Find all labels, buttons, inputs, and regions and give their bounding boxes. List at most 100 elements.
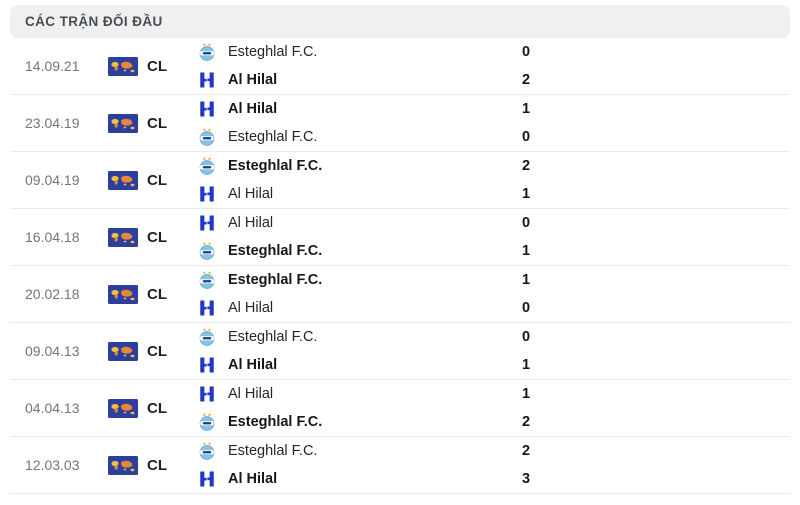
afc-champions-league-flag-icon [108, 398, 138, 418]
team-score: 2 [522, 72, 531, 88]
esteghlal-logo-icon [198, 128, 216, 146]
teams: Al Hilal 1 [198, 95, 790, 151]
team-name: Al Hilal [228, 357, 278, 373]
team-name: Al Hilal [228, 101, 278, 117]
match-date: 04.04.13 [25, 400, 80, 416]
match-date: 14.09.21 [25, 58, 80, 74]
competition: CL [108, 341, 198, 361]
team-name: Esteghlal F.C. [228, 272, 323, 288]
team-name: Al Hilal [228, 386, 274, 402]
match-row[interactable]: 20.02.18 CL [10, 266, 790, 323]
team-line-home: Esteghlal F.C. 2 [198, 152, 790, 180]
match-row[interactable]: 09.04.19 CL [10, 152, 790, 209]
afc-champions-league-flag-icon [108, 341, 138, 361]
team-score: 1 [522, 357, 531, 373]
competition: CL [108, 113, 198, 133]
teams: Al Hilal 1 [198, 380, 790, 436]
team-line-away: Al Hilal 1 [198, 351, 790, 379]
competition: CL [108, 284, 198, 304]
match-row[interactable]: 23.04.19 CL [10, 95, 790, 152]
team-line-away: Al Hilal 2 [198, 66, 790, 94]
team-line-home: Esteghlal F.C. 2 [198, 437, 790, 465]
match-date: 20.02.18 [25, 286, 80, 302]
afc-champions-league-flag-icon [108, 113, 138, 133]
team-name: Al Hilal [228, 186, 274, 202]
esteghlal-logo-icon [198, 413, 216, 431]
al-hilal-logo-icon [198, 385, 216, 403]
match-row[interactable]: 04.04.13 CL [10, 380, 790, 437]
competition-label: CL [147, 114, 167, 132]
match-list: 14.09.21 CL [10, 38, 790, 494]
afc-champions-league-flag-icon [108, 227, 138, 247]
teams: Esteghlal F.C. 2 [198, 437, 790, 493]
team-line-home: Esteghlal F.C. 1 [198, 266, 790, 294]
afc-champions-league-flag-icon [108, 455, 138, 475]
team-score: 1 [522, 386, 531, 402]
match-date: 09.04.19 [25, 172, 80, 188]
teams: Esteghlal F.C. 0 [198, 38, 790, 94]
match-row[interactable]: 16.04.18 CL [10, 209, 790, 266]
match-date: 12.03.03 [25, 457, 80, 473]
match-date: 09.04.13 [25, 343, 80, 359]
team-score: 2 [522, 443, 531, 459]
al-hilal-logo-icon [198, 71, 216, 89]
competition-label: CL [147, 399, 167, 417]
al-hilal-logo-icon [198, 299, 216, 317]
esteghlal-logo-icon [198, 157, 216, 175]
competition: CL [108, 398, 198, 418]
competition-label: CL [147, 57, 167, 75]
team-line-away: Esteghlal F.C. 2 [198, 408, 790, 436]
competition-label: CL [147, 456, 167, 474]
afc-champions-league-flag-icon [108, 170, 138, 190]
team-name: Esteghlal F.C. [228, 414, 323, 430]
card-title: CÁC TRẬN ĐỐI ĐẦU [25, 14, 163, 29]
team-name: Esteghlal F.C. [228, 129, 318, 145]
al-hilal-logo-icon [198, 214, 216, 232]
team-score: 2 [522, 414, 531, 430]
afc-champions-league-flag-icon [108, 56, 138, 76]
team-score: 0 [522, 329, 531, 345]
team-name: Esteghlal F.C. [228, 158, 323, 174]
team-score: 2 [522, 158, 531, 174]
team-name: Esteghlal F.C. [228, 243, 323, 259]
al-hilal-logo-icon [198, 100, 216, 118]
team-line-away: Esteghlal F.C. 0 [198, 123, 790, 151]
competition-label: CL [147, 171, 167, 189]
competition: CL [108, 170, 198, 190]
al-hilal-logo-icon [198, 185, 216, 203]
teams: Esteghlal F.C. 0 [198, 323, 790, 379]
team-score: 0 [522, 129, 531, 145]
competition-label: CL [147, 342, 167, 360]
esteghlal-logo-icon [198, 271, 216, 289]
afc-champions-league-flag-icon [108, 284, 138, 304]
match-row[interactable]: 12.03.03 CL [10, 437, 790, 494]
team-name: Al Hilal [228, 300, 274, 316]
team-score: 1 [522, 272, 531, 288]
team-line-home: Al Hilal 1 [198, 95, 790, 123]
team-score: 1 [522, 243, 531, 259]
teams: Al Hilal 0 [198, 209, 790, 265]
match-row[interactable]: 09.04.13 CL [10, 323, 790, 380]
match-row[interactable]: 14.09.21 CL [10, 38, 790, 95]
team-score: 1 [522, 186, 531, 202]
competition: CL [108, 455, 198, 475]
competition-label: CL [147, 228, 167, 246]
match-date: 23.04.19 [25, 115, 80, 131]
team-score: 0 [522, 215, 531, 231]
card-header: CÁC TRẬN ĐỐI ĐẦU [10, 5, 790, 38]
teams: Esteghlal F.C. 2 [198, 152, 790, 208]
team-name: Esteghlal F.C. [228, 329, 318, 345]
competition: CL [108, 227, 198, 247]
team-name: Esteghlal F.C. [228, 44, 318, 60]
al-hilal-logo-icon [198, 470, 216, 488]
team-line-away: Al Hilal 3 [198, 465, 790, 493]
match-date: 16.04.18 [25, 229, 80, 245]
esteghlal-logo-icon [198, 43, 216, 61]
team-line-home: Esteghlal F.C. 0 [198, 38, 790, 66]
esteghlal-logo-icon [198, 328, 216, 346]
competition-label: CL [147, 285, 167, 303]
team-name: Esteghlal F.C. [228, 443, 318, 459]
team-line-home: Esteghlal F.C. 0 [198, 323, 790, 351]
team-score: 0 [522, 300, 531, 316]
team-score: 1 [522, 101, 531, 117]
